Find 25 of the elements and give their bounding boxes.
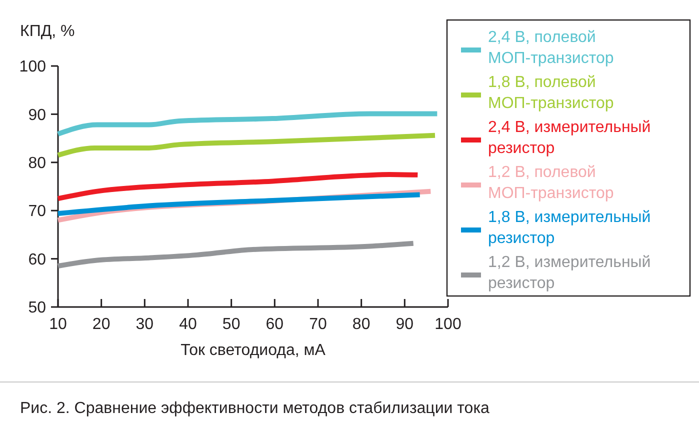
x-tick-label: 10 xyxy=(49,316,67,333)
x-tick-label: 80 xyxy=(352,316,370,333)
x-tick-label: 20 xyxy=(92,316,110,333)
legend-label: 1,2 В, измерительный резистор xyxy=(488,254,651,292)
x-axis-title: Ток светодиода, мА xyxy=(180,342,326,359)
x-tick-label: 60 xyxy=(266,316,284,333)
x-tick-label: 100 xyxy=(434,316,462,333)
x-tick-label: 40 xyxy=(179,316,197,333)
legend-label: 1,2 В, полевой МОП-транзистор xyxy=(488,164,614,202)
y-tick-label: 70 xyxy=(28,203,46,220)
x-tick-label: 30 xyxy=(136,316,154,333)
legend-label: 1,8 В, измерительный резистор xyxy=(488,209,651,247)
y-tick-label: 50 xyxy=(28,300,46,317)
x-tick-label: 90 xyxy=(396,316,414,333)
text: Рис. 2. Сравнение эффективности методов стабилизации тока xyxy=(20,400,490,417)
legend-label: 1,8 В, полевой МОП-транзистор xyxy=(488,74,614,112)
legend-label: 2,4 В, полевой МОП-транзистор xyxy=(488,29,614,67)
x-tick-label: 70 xyxy=(309,316,327,333)
legend-label: 2,4 В, измерительный резистор xyxy=(488,119,651,157)
y-tick-label: 100 xyxy=(19,58,46,76)
y-tick-label: 80 xyxy=(28,155,46,172)
y-tick-label: 60 xyxy=(28,251,46,268)
x-tick-label: 50 xyxy=(222,316,240,333)
y-tick-label: 90 xyxy=(28,106,46,124)
y-axis-title: КПД, % xyxy=(20,23,75,40)
